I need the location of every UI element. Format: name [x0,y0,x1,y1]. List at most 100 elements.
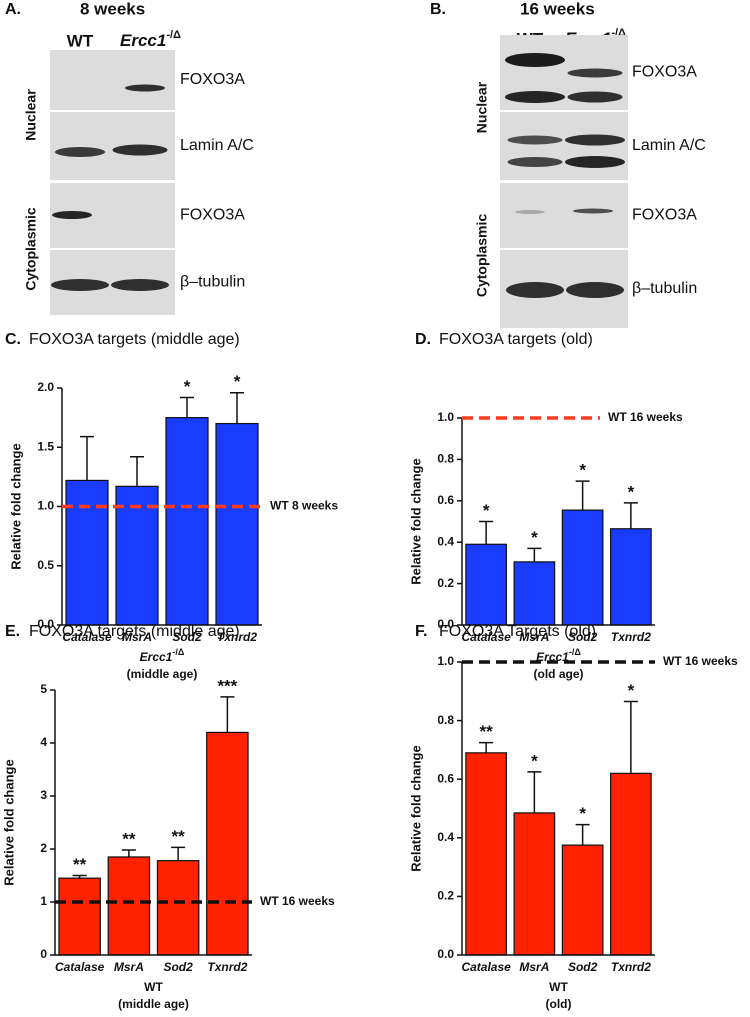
y-tick-label: 1 [40,894,47,908]
bar [465,752,507,956]
x-axis-label: Ercc1-/Δ [536,647,581,664]
x-axis-label-main: WT [549,980,568,994]
row-label: β–tubulin [632,280,697,297]
x-tick-label: Sod2 [163,960,193,974]
bar [610,528,652,626]
band [507,157,563,167]
reference-label: WT 16 weeks [663,654,738,668]
band [573,208,613,214]
chart-title: FOXO3A targets (old) [439,331,593,348]
bar [107,856,151,956]
bar [513,561,556,626]
chart-title: FOXO3A targets (middle age) [29,331,240,348]
bar [115,485,159,626]
x-tick-label: Sod2 [568,630,598,644]
band [52,211,92,219]
significance: ** [73,855,87,874]
x-tick-label: MsrA [519,630,549,644]
y-tick-label: 2 [40,841,47,855]
significance: * [531,751,538,770]
bar [561,844,604,956]
significance: * [579,461,586,480]
y-tick-label: 0.0 [37,617,54,631]
y-tick-label: 0.6 [437,493,454,507]
x-tick-label: Txnrd2 [207,960,247,974]
y-axis-label: Relative fold change [408,745,423,871]
reference-label: WT 8 weeks [270,499,338,513]
bar [513,812,556,956]
y-tick-label: 3 [40,788,47,802]
y-tick-label: 0.0 [437,947,454,961]
error-bar [130,455,144,487]
x-axis-sublabel: (middle age) [127,667,198,681]
x-axis-sublabel: (middle age) [118,997,189,1011]
error-bar [623,502,638,529]
blot-strip [500,183,628,248]
y-axis-label: Relative fold change [408,458,423,584]
bar [156,860,200,956]
significance: * [483,501,490,520]
bar [65,479,109,626]
row-label: Lamin A/C [632,137,706,154]
significance: *** [217,676,237,695]
lane-superscript: -/Δ [166,29,181,41]
x-tick-label: Txnrd2 [611,960,651,974]
x-axis-label-superscript: -/Δ [569,647,581,657]
x-axis-sublabel: (old age) [534,667,584,681]
x-axis-label: Ercc1-/Δ [140,647,185,664]
bar [165,417,209,626]
x-tick-label: MsrA [122,630,152,644]
x-axis-label-main: Ercc1 [536,650,569,664]
band [567,91,623,103]
error-bar [72,874,87,879]
fraction-label: Cytoplasmic [474,214,490,297]
error-bar [527,547,542,562]
panel-label: C. [5,331,21,348]
band [506,282,564,298]
x-tick-label: MsrA [114,960,144,974]
bar [206,731,249,956]
y-tick-label: 1.5 [37,439,54,453]
y-tick-label: 5 [40,682,47,696]
row-label: β–tubulin [180,274,245,291]
band [507,135,563,145]
blot-title: 8 weeks [80,0,145,18]
y-tick-label: 0 [40,947,47,961]
chart-title: FOXO3A Targets (old) [439,623,596,640]
fraction-label: Cytoplasmic [23,207,39,290]
lane-gene: Ercc1 [120,31,166,50]
reference-label: WT 16 weeks [608,410,683,424]
blot-title: 16 weeks [520,0,595,18]
row-label: FOXO3A [180,71,245,88]
x-axis-label: WT [144,980,163,994]
x-tick-label: Catalase [62,630,112,644]
band [565,156,625,168]
significance: ** [122,830,136,849]
blot-strip [50,50,175,110]
x-tick-label: Txnrd2 [217,630,257,644]
y-tick-label: 1.0 [37,499,54,513]
significance: * [579,804,586,823]
band [505,53,565,67]
error-bar [575,480,590,511]
significance: ** [172,827,186,846]
lane-label: WT [67,31,94,50]
y-axis-label: Relative fold change [1,759,16,885]
error-bar [623,700,638,774]
x-tick-label: Sod2 [172,630,202,644]
bar [58,877,101,956]
reference-label: WT 16 weeks [260,894,335,908]
error-bar [180,396,194,418]
x-axis-label: WT [549,980,568,994]
band [112,144,168,156]
panel-label: B. [430,1,446,18]
row-label: FOXO3A [632,207,697,224]
band [55,147,105,157]
fraction-label: Nuclear [23,89,39,141]
blot-strip [500,112,628,180]
error-bar [479,520,494,545]
x-axis-label-main: WT [144,980,163,994]
band [565,134,625,146]
